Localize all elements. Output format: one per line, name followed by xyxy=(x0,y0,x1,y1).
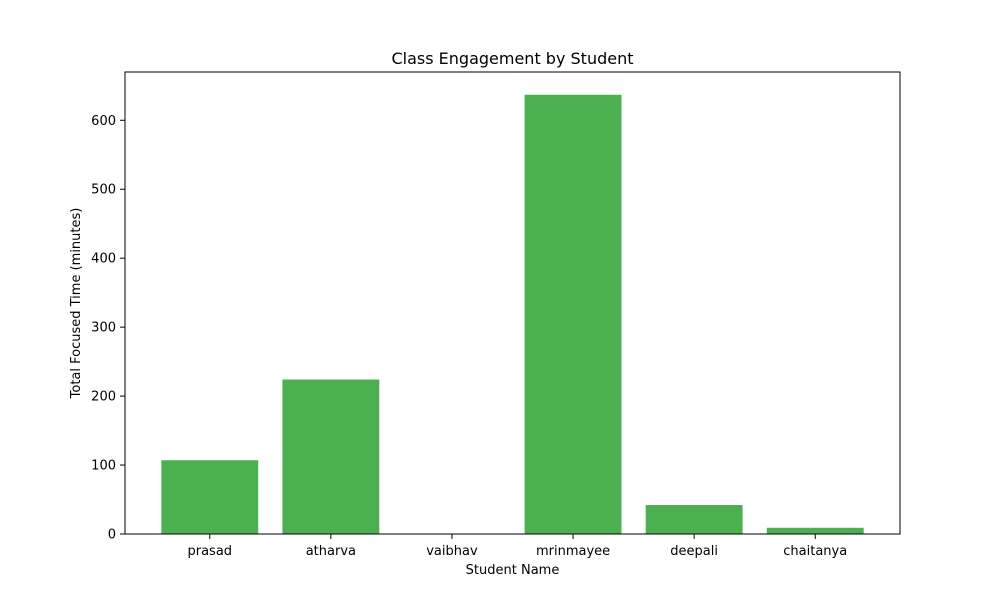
x-axis: prasad atharva vaibhav mrinmayee deepali chai… xyxy=(187,534,847,559)
bar-atharva xyxy=(282,379,380,534)
y-tick-label: 0 xyxy=(108,528,116,543)
y-tick-label: 600 xyxy=(91,114,116,129)
y-axis: 0 100 200 300 400 500 600 xyxy=(91,114,125,543)
y-tick-label: 400 xyxy=(91,252,116,267)
y-tick-label: 300 xyxy=(91,321,116,336)
x-tick-label: chaitanya xyxy=(783,544,847,559)
bar-chaitanya xyxy=(766,527,864,534)
x-tick-label: atharva xyxy=(306,544,356,559)
x-axis-label: Student Name xyxy=(466,563,560,578)
y-tick-label: 500 xyxy=(91,183,116,198)
x-tick-label: vaibhav xyxy=(426,544,478,559)
bar-series xyxy=(161,94,864,534)
y-tick-label: 100 xyxy=(91,459,116,474)
x-tick-label: deepali xyxy=(670,544,718,559)
y-tick-label: 200 xyxy=(91,390,116,405)
y-axis-label: Total Focused Time (minutes) xyxy=(69,208,84,400)
bar-deepali xyxy=(645,505,743,534)
bar-prasad xyxy=(161,460,259,534)
x-tick-label: mrinmayee xyxy=(536,544,610,559)
bar-mrinmayee xyxy=(524,94,622,534)
x-tick-label: prasad xyxy=(187,544,232,559)
plot-area-frame xyxy=(124,71,901,535)
chart-title: Class Engagement by Student xyxy=(391,49,633,68)
